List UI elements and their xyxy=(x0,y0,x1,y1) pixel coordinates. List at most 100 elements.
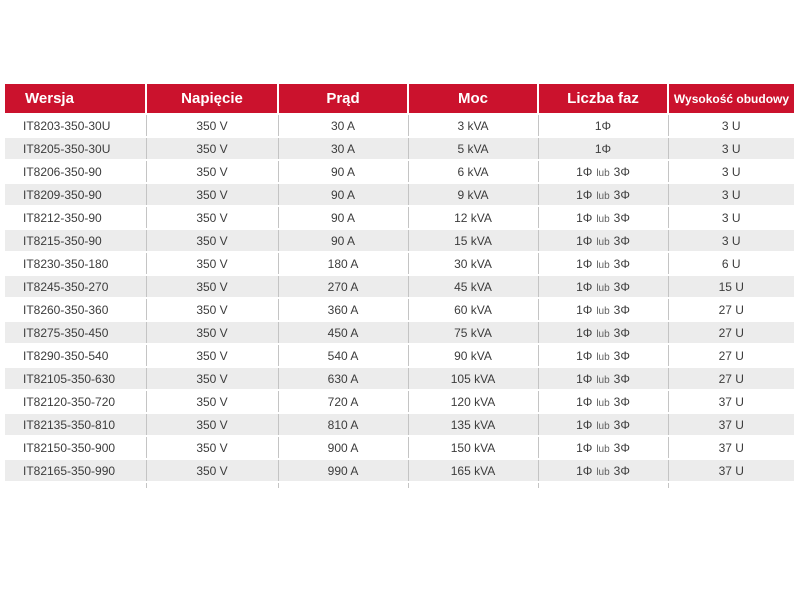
phase-or-word: lub xyxy=(596,397,610,409)
cell-liczba-faz: 1Φ lub 3Φ xyxy=(538,458,669,482)
cell-wersja: IT8203-350-30U xyxy=(5,113,147,137)
phase-or-word: lub xyxy=(596,351,610,363)
cell-prad: 90 A xyxy=(278,205,409,229)
phase-single-value: 1Φ xyxy=(576,371,593,386)
phase-or-word: lub xyxy=(596,420,610,432)
cell-liczba-faz: 1Φ xyxy=(538,113,669,137)
phase-or-word: lub xyxy=(596,328,610,340)
cell-wersja: IT8209-350-90 xyxy=(5,182,147,206)
cell-wysokosc: 3 U xyxy=(668,113,794,137)
cell-wersja: IT82120-350-720 xyxy=(5,389,147,413)
cell-prad: 540 A xyxy=(278,343,409,367)
column-header-moc: Moc xyxy=(408,84,539,114)
cell-moc: 15 kVA xyxy=(408,228,539,252)
cell-wersja: IT8230-350-180 xyxy=(5,251,147,275)
phase-single-value: 1Φ xyxy=(576,233,593,248)
cell-wysokosc: 37 U xyxy=(668,435,794,459)
cell-moc: 90 kVA xyxy=(408,343,539,367)
cell-liczba-faz: 1Φ lub 3Φ xyxy=(538,297,669,321)
divider-stub xyxy=(538,481,669,488)
cell-moc: 6 kVA xyxy=(408,159,539,183)
cell-moc: 45 kVA xyxy=(408,274,539,298)
column-header-wysokosc-obudowy: Wysokość obudowy xyxy=(668,84,794,114)
cell-liczba-faz: 1Φ lub 3Φ xyxy=(538,412,669,436)
phase-or-word: lub xyxy=(596,305,610,317)
cell-prad: 90 A xyxy=(278,228,409,252)
cell-napiecie: 350 V xyxy=(146,182,279,206)
table-row: IT8290-350-540 350 V 540 A 90 kVA 1Φ lub 3… xyxy=(5,343,794,367)
cell-wysokosc: 3 U xyxy=(668,205,794,229)
divider-stub xyxy=(278,481,409,488)
phase-or-word: lub xyxy=(596,443,610,455)
cell-wysokosc: 3 U xyxy=(668,228,794,252)
cell-wersja: IT8205-350-30U xyxy=(5,136,147,160)
phase-or-word: lub xyxy=(596,282,610,294)
cell-liczba-faz: 1Φ lub 3Φ xyxy=(538,182,669,206)
table-row: IT82165-350-990 350 V 990 A 165 kVA 1Φ lu… xyxy=(5,458,794,482)
phase-single-value: 1Φ xyxy=(576,256,593,271)
table-row: IT8230-350-180 350 V 180 A 30 kVA 1Φ lub 3… xyxy=(5,251,794,275)
cell-napiecie: 350 V xyxy=(146,458,279,482)
cell-prad: 30 A xyxy=(278,136,409,160)
cell-moc: 3 kVA xyxy=(408,113,539,137)
phase-single-value: 1Φ xyxy=(576,325,593,340)
table-body: IT8203-350-30U 350 V 30 A 3 kVA 1Φ 3 U I… xyxy=(5,113,794,482)
phase-three-value: 3Φ xyxy=(613,210,630,225)
phase-or-word: lub xyxy=(596,374,610,386)
column-header-napiecie: Napięcie xyxy=(146,84,279,114)
phase-three-value: 3Φ xyxy=(613,348,630,363)
cell-moc: 120 kVA xyxy=(408,389,539,413)
cell-wersja: IT82150-350-900 xyxy=(5,435,147,459)
phase-three-value: 3Φ xyxy=(613,302,630,317)
phase-or-word: lub xyxy=(596,213,610,225)
phase-three-value: 3Φ xyxy=(613,440,630,455)
cell-wersja: IT8260-350-360 xyxy=(5,297,147,321)
header-row: Wersja Napięcie Prąd Moc Liczba faz Wyso… xyxy=(5,84,794,114)
cell-moc: 75 kVA xyxy=(408,320,539,344)
phase-single-value: 1Φ xyxy=(576,210,593,225)
cell-napiecie: 350 V xyxy=(146,274,279,298)
cell-wysokosc: 37 U xyxy=(668,389,794,413)
cell-liczba-faz: 1Φ lub 3Φ xyxy=(538,159,669,183)
table-row: IT82150-350-900 350 V 900 A 150 kVA 1Φ lu… xyxy=(5,435,794,459)
cell-wersja: IT8215-350-90 xyxy=(5,228,147,252)
phase-or-word: lub xyxy=(596,236,610,248)
specifications-table: Wersja Napięcie Prąd Moc Liczba faz Wyso… xyxy=(5,84,794,488)
cell-wersja: IT8290-350-540 xyxy=(5,343,147,367)
table-row: IT8215-350-90 350 V 90 A 15 kVA 1Φ lub 3Φ … xyxy=(5,228,794,252)
table-row: IT82105-350-630 350 V 630 A 105 kVA 1Φ lu… xyxy=(5,366,794,390)
cell-prad: 90 A xyxy=(278,159,409,183)
cell-liczba-faz: 1Φ lub 3Φ xyxy=(538,251,669,275)
cell-moc: 135 kVA xyxy=(408,412,539,436)
column-header-prad: Prąd xyxy=(278,84,409,114)
cell-napiecie: 350 V xyxy=(146,366,279,390)
cell-wysokosc: 27 U xyxy=(668,343,794,367)
divider-stub xyxy=(146,481,279,488)
phase-single-value: 1Φ xyxy=(594,141,612,156)
cell-moc: 150 kVA xyxy=(408,435,539,459)
cell-liczba-faz: 1Φ lub 3Φ xyxy=(538,389,669,413)
cell-napiecie: 350 V xyxy=(146,159,279,183)
phase-three-value: 3Φ xyxy=(613,256,630,271)
cell-wersja: IT82105-350-630 xyxy=(5,366,147,390)
cell-prad: 360 A xyxy=(278,297,409,321)
cell-wysokosc: 37 U xyxy=(668,458,794,482)
cell-moc: 9 kVA xyxy=(408,182,539,206)
phase-or-word: lub xyxy=(596,190,610,202)
table-row: IT8212-350-90 350 V 90 A 12 kVA 1Φ lub 3Φ … xyxy=(5,205,794,229)
cell-prad: 90 A xyxy=(278,182,409,206)
cell-wysokosc: 6 U xyxy=(668,251,794,275)
cell-napiecie: 350 V xyxy=(146,113,279,137)
cell-prad: 270 A xyxy=(278,274,409,298)
cell-moc: 165 kVA xyxy=(408,458,539,482)
table-row: IT8275-350-450 350 V 450 A 75 kVA 1Φ lub 3… xyxy=(5,320,794,344)
phase-or-word: lub xyxy=(596,466,610,478)
table-row: IT8209-350-90 350 V 90 A 9 kVA 1Φ lub 3Φ 3… xyxy=(5,182,794,206)
phase-single-value: 1Φ xyxy=(576,440,593,455)
phase-three-value: 3Φ xyxy=(613,463,630,478)
cell-napiecie: 350 V xyxy=(146,136,279,160)
cell-wysokosc: 27 U xyxy=(668,366,794,390)
cell-prad: 810 A xyxy=(278,412,409,436)
table-row: IT82135-350-810 350 V 810 A 135 kVA 1Φ lu… xyxy=(5,412,794,436)
divider-stub xyxy=(5,481,147,488)
